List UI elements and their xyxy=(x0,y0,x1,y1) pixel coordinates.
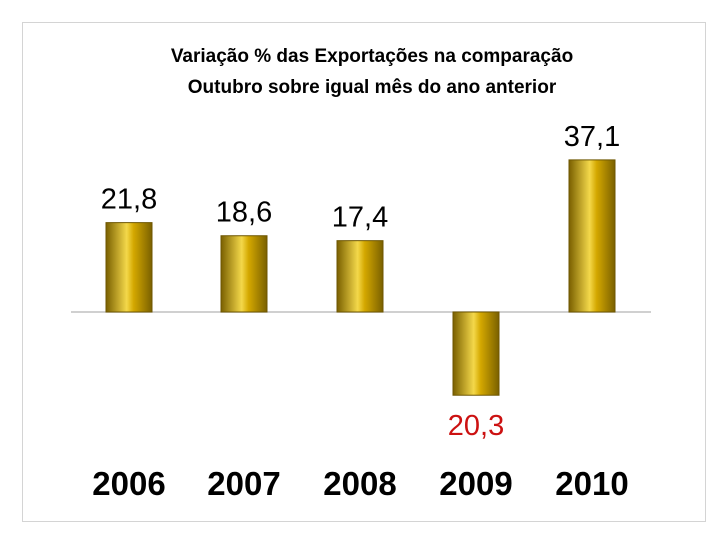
bar-2008 xyxy=(336,240,384,313)
category-label-2006: 2006 xyxy=(92,465,165,502)
bars-group xyxy=(105,159,616,396)
data-label-2008: 17,4 xyxy=(332,202,388,234)
chart-title-line-2: Outubro sobre igual mês do ano anterior xyxy=(188,77,557,98)
bar-2010 xyxy=(568,159,616,313)
data-label-2010: 37,1 xyxy=(564,121,620,153)
category-label-2007: 2007 xyxy=(207,465,280,502)
category-label-2008: 2008 xyxy=(323,465,396,502)
category-labels-group: 2006 2007 2008 2009 2010 xyxy=(92,465,628,502)
data-label-2006: 21,8 xyxy=(101,184,157,216)
bar-2007 xyxy=(220,235,268,313)
data-label-2009: 20,3 xyxy=(448,410,504,442)
data-label-2007: 18,6 xyxy=(216,197,272,229)
bar-2006 xyxy=(105,222,153,313)
value-labels-group: 21,8 18,6 17,4 20,3 37,1 xyxy=(101,121,620,442)
chart-title-line-1: Variação % das Exportações na comparação xyxy=(171,46,573,67)
category-label-2009: 2009 xyxy=(439,465,512,502)
bar-2009 xyxy=(452,311,500,396)
category-label-2010: 2010 xyxy=(555,465,628,502)
